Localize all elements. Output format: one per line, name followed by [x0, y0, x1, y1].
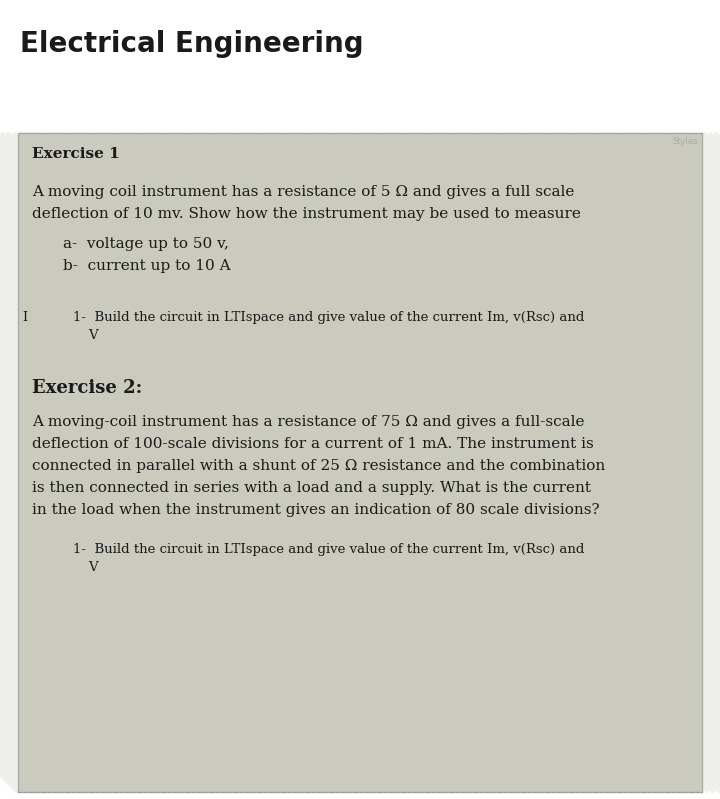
Text: V: V — [88, 329, 98, 342]
Text: Exercise 1: Exercise 1 — [32, 147, 120, 161]
Bar — [18, 133, 702, 792]
Text: is then connected in series with a load and a supply. What is the current: is then connected in series with a load … — [32, 481, 591, 495]
Text: Electrical Engineering: Electrical Engineering — [20, 30, 364, 58]
Text: deflection of 10 mv. Show how the instrument may be used to measure: deflection of 10 mv. Show how the instru… — [32, 207, 581, 221]
Text: 1-  Build the circuit in LTIspace and give value of the current Im, v(Rsc) and: 1- Build the circuit in LTIspace and giv… — [73, 543, 585, 556]
Text: Exercise 2:: Exercise 2: — [32, 379, 143, 397]
Text: connected in parallel with a shunt of 25 Ω resistance and the combination: connected in parallel with a shunt of 25… — [32, 459, 606, 473]
Text: Styles: Styles — [672, 137, 698, 146]
Text: b-  current up to 10 A: b- current up to 10 A — [63, 259, 230, 273]
Text: a-  voltage up to 50 v,: a- voltage up to 50 v, — [63, 237, 229, 251]
Text: deflection of 100-scale divisions for a current of 1 mA. The instrument is: deflection of 100-scale divisions for a … — [32, 437, 594, 451]
Text: V: V — [88, 561, 98, 574]
Text: A moving coil instrument has a resistance of 5 Ω and gives a full scale: A moving coil instrument has a resistanc… — [32, 185, 575, 199]
Text: in the load when the instrument gives an indication of 80 scale divisions?: in the load when the instrument gives an… — [32, 503, 600, 517]
Text: I: I — [22, 311, 27, 324]
Text: 1-  Build the circuit in LTIspace and give value of the current Im, v(Rsc) and: 1- Build the circuit in LTIspace and giv… — [73, 311, 585, 324]
Text: A moving-coil instrument has a resistance of 75 Ω and gives a full-scale: A moving-coil instrument has a resistanc… — [32, 415, 585, 429]
